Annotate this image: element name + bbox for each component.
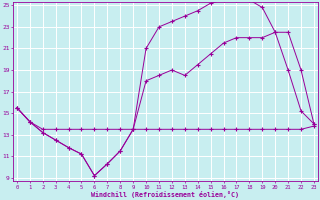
X-axis label: Windchill (Refroidissement éolien,°C): Windchill (Refroidissement éolien,°C) bbox=[92, 191, 239, 198]
